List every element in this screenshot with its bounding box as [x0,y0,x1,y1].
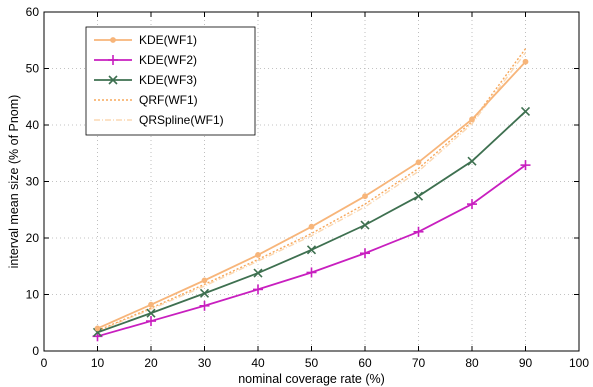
series-point [308,223,315,230]
x-tick-label: 60 [358,356,372,370]
y-tick-label: 10 [26,288,40,302]
y-tick-label: 30 [26,175,40,189]
x-tick-label: 20 [144,356,158,370]
series-point [469,116,475,123]
series-point [360,248,370,259]
series-point [520,160,531,171]
series-line [97,52,527,332]
series-point [148,301,154,308]
x-marker-b [413,191,424,201]
y-tick-label: 60 [26,5,40,19]
series-point [362,193,368,200]
series-point [360,220,370,230]
series-point [520,106,531,117]
y-tick-label: 20 [26,231,40,245]
series-point [522,58,529,65]
x-tick-label: 40 [251,356,265,370]
series-2 [92,106,531,337]
series-point [146,308,156,318]
x-tick-label: 10 [91,356,105,370]
x-tick-label: 80 [465,356,479,370]
series-layer [92,48,531,342]
series-point [108,55,118,65]
series-point [467,199,477,210]
x-marker-b [306,245,317,255]
x-marker-b [108,75,118,85]
series-0 [94,58,529,332]
x-axis-title: nominal coverage rate (%) [238,372,385,386]
series-point [253,284,263,295]
series-point [110,37,116,43]
legend-label: KDE(WF1) [139,33,197,47]
legend-item: QRSpline(WF1) [94,113,224,127]
series-point [306,245,317,255]
series-4 [97,52,527,332]
legend-label: QRF(WF1) [139,93,198,107]
legend-label: KDE(WF3) [139,73,197,87]
series-point [253,268,263,278]
legend: KDE(WF1) KDE(WF2) KDE(WF3) QRF(WF1) QRSpline… [85,26,256,136]
x-marker-b [199,288,210,298]
y-axis-title: interval mean size (% of Pnom) [7,95,21,269]
x-marker-b [146,308,156,318]
series-1 [92,160,531,342]
series-point [94,325,101,332]
series-point [415,159,422,166]
series-point [199,300,210,311]
x-tick-label: 70 [412,356,426,370]
series-line [97,48,527,332]
x-marker-b [520,106,531,117]
legend-item: KDE(WF1) [94,33,197,47]
legend-item: KDE(WF3) [94,73,197,87]
series-point [306,267,317,278]
series-point [108,75,118,85]
x-marker-b [360,220,370,230]
series-point [146,316,156,327]
x-marker-b [253,268,263,278]
series-point [199,288,210,298]
legend-label: QRSpline(WF1) [139,113,224,127]
series-point [92,327,103,337]
x-tick-label: 30 [198,356,212,370]
x-marker-b [92,327,103,337]
series-point [201,277,208,284]
x-tick-label: 0 [41,356,48,370]
legend-label: KDE(WF2) [139,53,197,67]
series-point [413,191,424,201]
x-tick-label: 50 [305,356,319,370]
series-point [413,226,424,237]
series-3 [97,48,527,332]
ticks: 0 10 20 30 40 50 60 70 80 90 100 0 10 20 30 40 50 60 [26,5,590,370]
y-tick-label: 50 [26,62,40,76]
series-point [255,252,261,258]
legend-item: KDE(WF2) [94,53,197,67]
series-point [467,156,477,166]
y-tick-label: 0 [32,344,39,358]
y-tick-label: 40 [26,118,40,132]
x-marker-b [467,156,477,166]
legend-item: QRF(WF1) [94,93,198,107]
x-tick-label: 90 [519,356,533,370]
x-tick-label: 100 [569,356,589,370]
